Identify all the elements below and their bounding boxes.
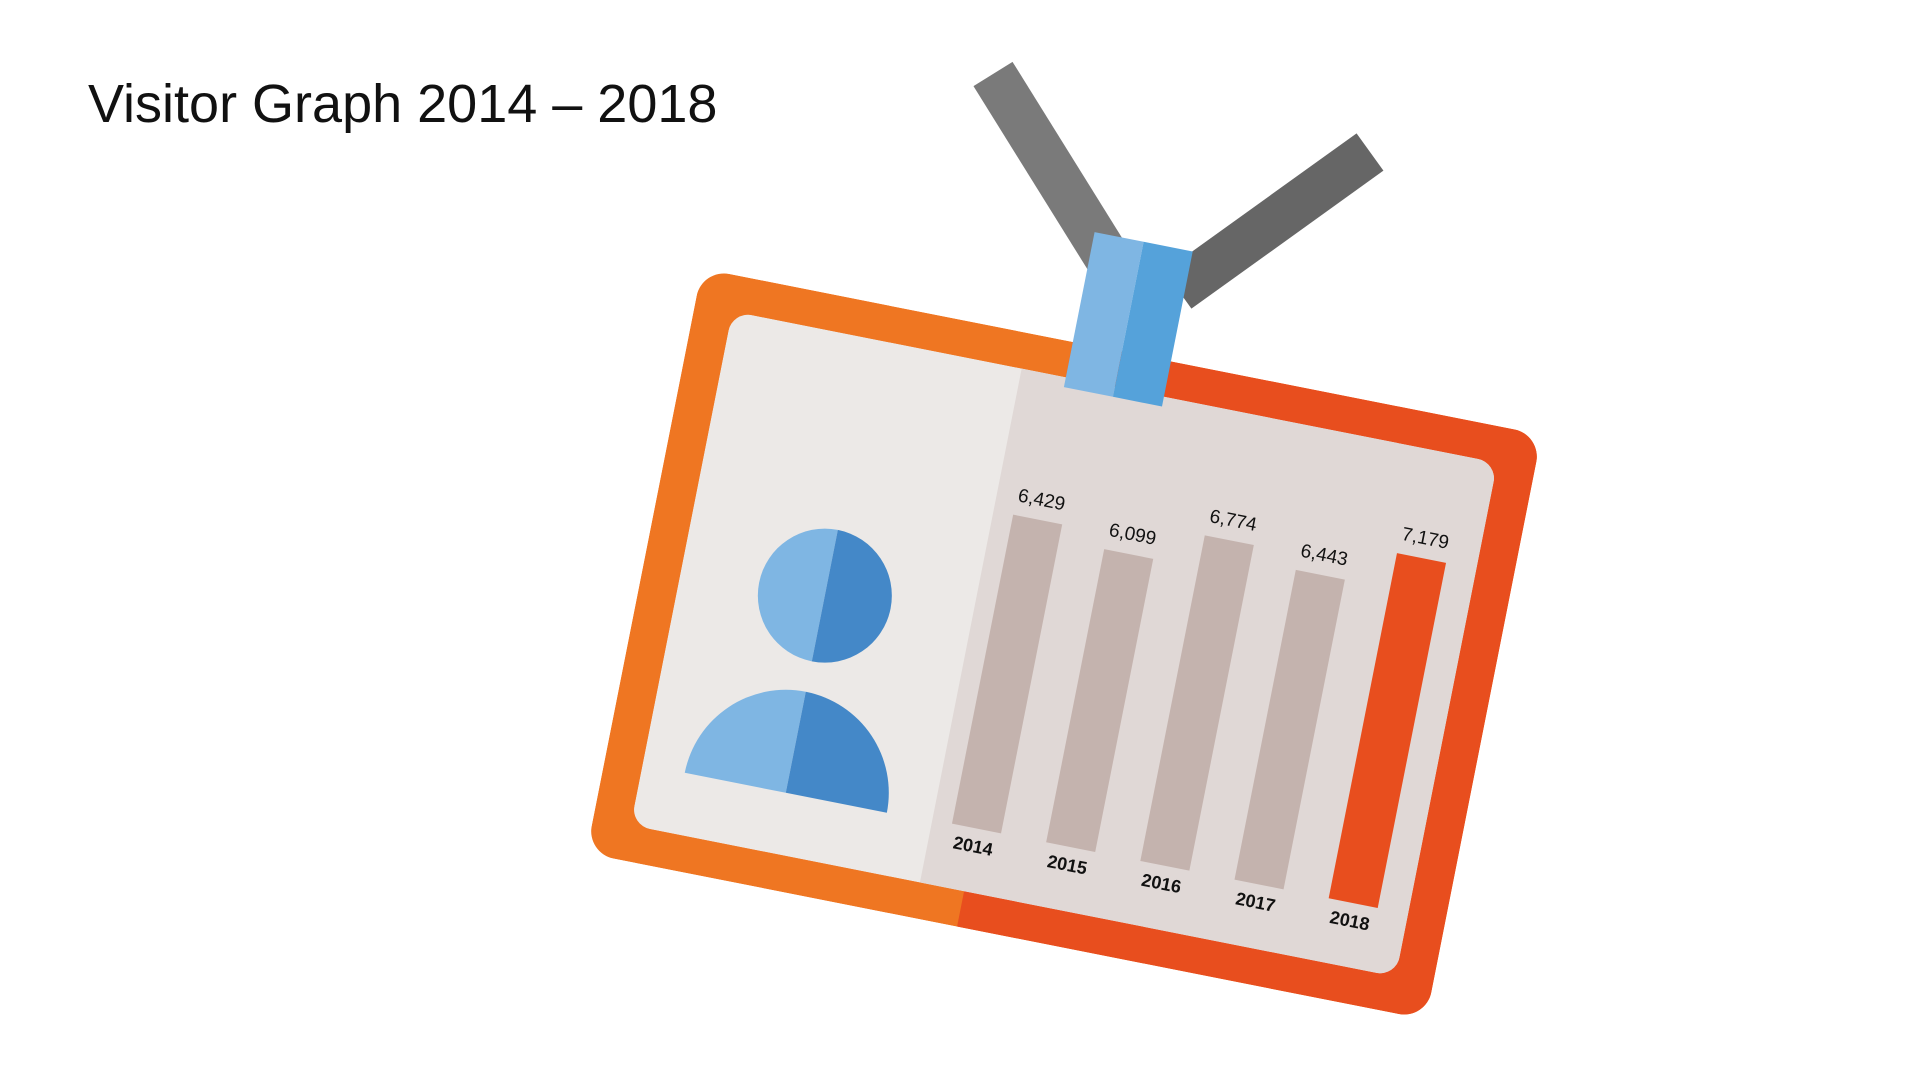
clip	[1112, 241, 1193, 407]
clip	[1063, 232, 1144, 397]
lanyard	[973, 61, 1130, 275]
bar	[1140, 535, 1254, 871]
bar	[1046, 549, 1154, 853]
bar	[1328, 553, 1447, 908]
avatar-body	[785, 691, 889, 813]
avatar-body	[684, 689, 806, 793]
bar	[951, 514, 1063, 834]
avatar-head	[757, 528, 838, 662]
chart-title: Visitor Graph 2014 – 2018	[88, 74, 717, 134]
lanyard	[1164, 133, 1384, 309]
badge: 6,42920146,09920156,77420166,44320177,17…	[586, 232, 1542, 1020]
avatar-head	[811, 529, 892, 663]
bar	[1234, 569, 1345, 890]
